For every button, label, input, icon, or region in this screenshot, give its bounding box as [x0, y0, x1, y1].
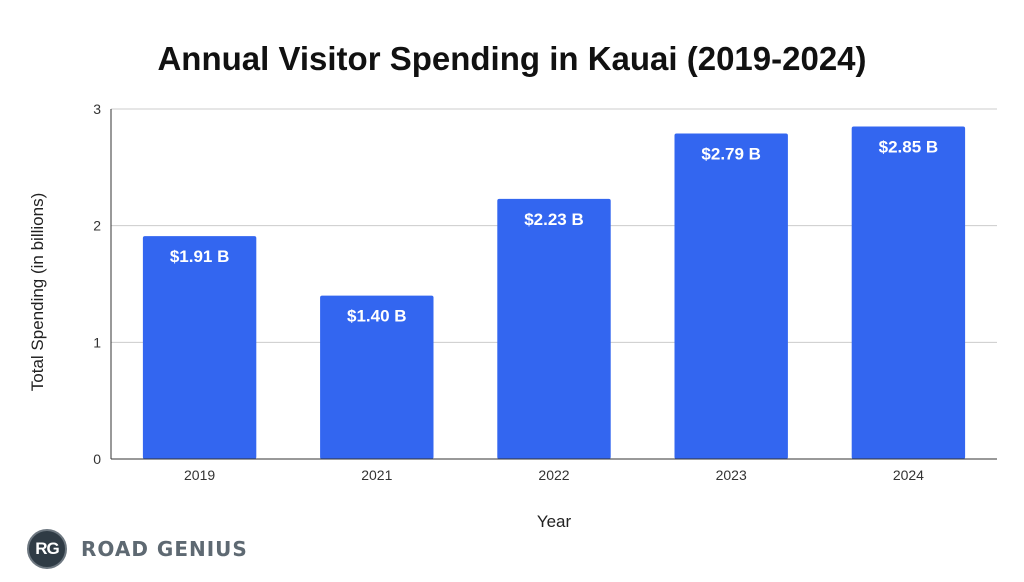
y-tick-label: 1: [93, 334, 101, 350]
bar-2019: [142, 236, 257, 459]
bar-2022: [497, 198, 611, 460]
y-tick-label: 2: [93, 218, 101, 234]
data-label: $1.91 B: [170, 247, 230, 266]
logo-text: ROAD GENIUS: [81, 537, 248, 561]
data-label: $2.79 B: [701, 145, 761, 164]
bar-2024: [851, 126, 966, 459]
x-axis-title: Year: [537, 512, 572, 531]
y-tick-label: 3: [93, 101, 101, 117]
x-tick-label: 2022: [538, 467, 569, 483]
road-genius-logo: RG ROAD GENIUS: [27, 529, 248, 569]
x-tick-label: 2023: [716, 467, 747, 483]
data-label: $1.40 B: [347, 307, 407, 326]
y-axis-title: Total Spending (in billions): [28, 193, 47, 391]
x-tick-label: 2019: [184, 467, 215, 483]
logo-badge-icon: RG: [27, 529, 67, 569]
chart-title: Annual Visitor Spending in Kauai (2019-2…: [157, 40, 867, 77]
bar-2021: [320, 295, 434, 459]
x-tick-label: 2021: [361, 467, 392, 483]
axes: 0 1 2 3 2019 2021 2022 2023 2024: [93, 101, 997, 483]
data-label: $2.23 B: [524, 210, 584, 229]
y-tick-label: 0: [93, 451, 101, 467]
data-labels: $1.91 B $1.40 B $2.23 B $2.79 B $2.85 B: [170, 138, 938, 326]
bar-2023: [674, 133, 788, 459]
data-label: $2.85 B: [879, 138, 939, 157]
bars: [142, 126, 966, 460]
x-tick-label: 2024: [893, 467, 924, 483]
